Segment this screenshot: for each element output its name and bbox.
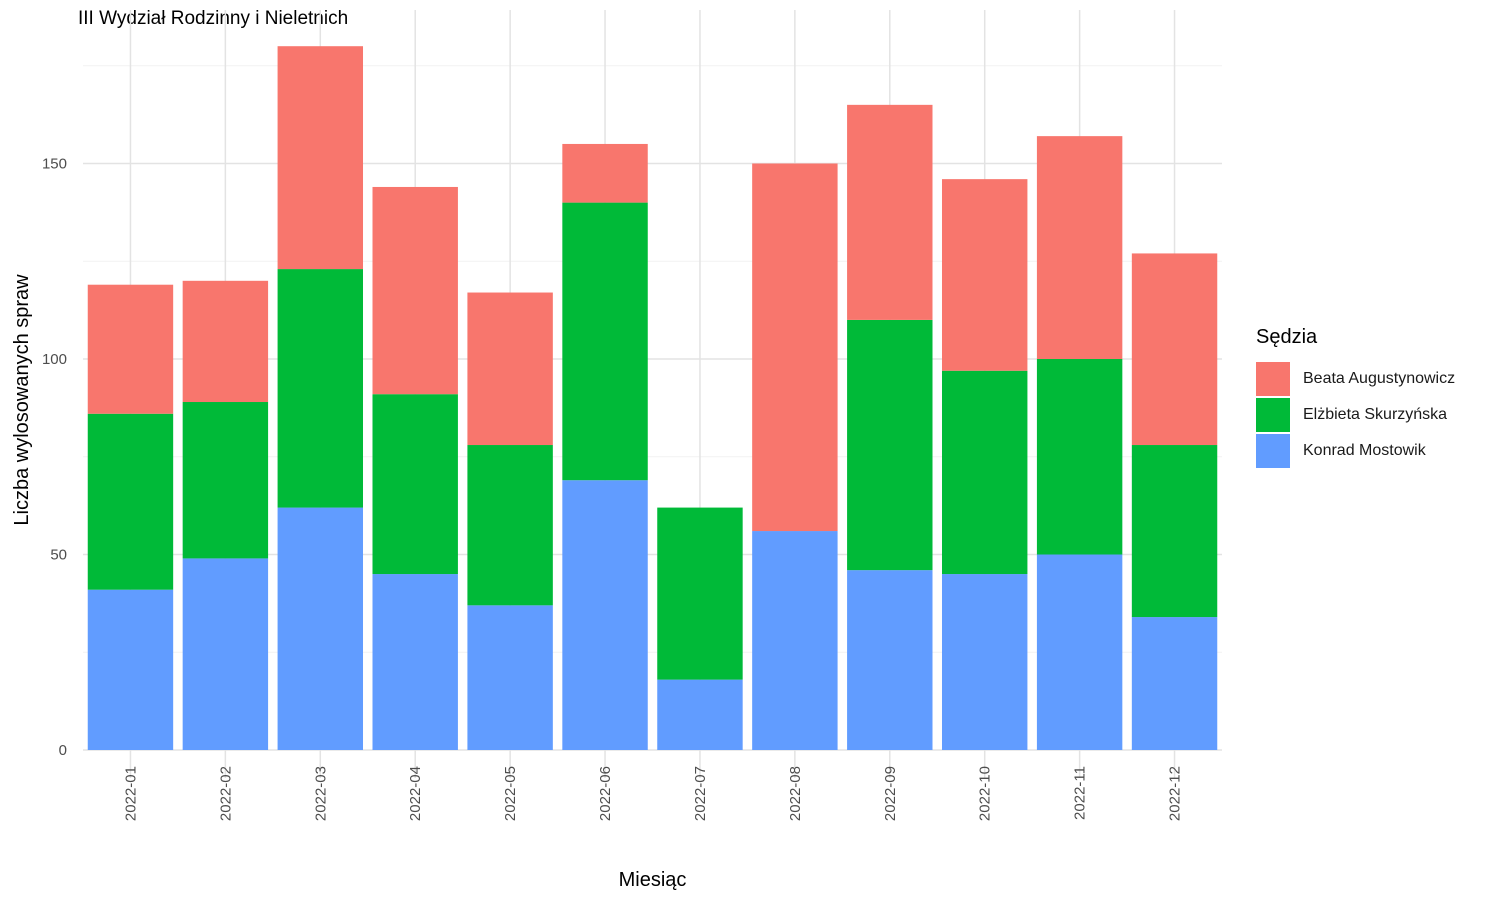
bar-segment xyxy=(182,402,269,559)
y-tick-label: 0 xyxy=(59,742,67,759)
y-tick-label: 100 xyxy=(42,351,67,368)
legend-item: Elżbieta Skurzyńska xyxy=(1256,397,1455,433)
bar-segment xyxy=(1131,253,1218,446)
legend-items: Beata Augustynowicz Elżbieta Skurzyńska Ko… xyxy=(1256,361,1455,469)
bar-segment xyxy=(1131,617,1218,750)
bar-segment xyxy=(941,574,1028,750)
legend: Sędzia Beata Augustynowicz Elżbieta Skurz… xyxy=(1256,326,1455,469)
bar-segment xyxy=(87,589,174,750)
x-axis-label: Miesiąc xyxy=(619,869,687,891)
bar-segment xyxy=(467,292,553,446)
chart-title: III Wydział Rodzinny i Nieletnich xyxy=(78,8,349,29)
legend-label: Beata Augustynowicz xyxy=(1303,370,1456,387)
x-tick-label: 2022-09 xyxy=(882,766,899,821)
legend-item: Beata Augustynowicz xyxy=(1256,361,1455,397)
bar-segment xyxy=(1036,359,1123,555)
bar-segment xyxy=(182,558,269,750)
bar-segment xyxy=(1036,554,1123,750)
y-axis-label: Liczba wylosowanych spraw xyxy=(11,274,33,526)
bar-segment xyxy=(752,531,838,750)
bar-segment xyxy=(752,163,838,532)
legend-swatch xyxy=(1256,398,1290,432)
bar-segment xyxy=(847,104,933,320)
x-tick-label: 2022-06 xyxy=(597,766,614,821)
bar-segment xyxy=(467,605,553,750)
x-tick-label: 2022-11 xyxy=(1072,766,1089,820)
x-tick-label: 2022-02 xyxy=(217,766,234,821)
bar-segment xyxy=(277,46,364,270)
bar-segment xyxy=(1036,136,1123,359)
bar-segment xyxy=(562,480,648,750)
y-tick-label: 50 xyxy=(50,547,67,564)
bar-segment xyxy=(277,507,364,750)
bar-segment xyxy=(372,574,458,750)
bar-segment xyxy=(847,319,933,571)
x-tick-label: 2022-12 xyxy=(1167,766,1184,821)
bar-segment xyxy=(182,280,269,403)
x-tick-label: 2022-05 xyxy=(502,766,519,821)
x-tick-label: 2022-03 xyxy=(312,766,329,821)
x-tick-label: 2022-10 xyxy=(977,766,994,821)
bar-segment xyxy=(562,202,648,481)
legend-swatch xyxy=(1256,434,1290,468)
legend-title: Sędzia xyxy=(1256,326,1318,348)
bar-segment xyxy=(87,284,174,414)
legend-label: Konrad Mostowik xyxy=(1303,442,1426,459)
bar-segment xyxy=(372,394,458,575)
x-tick-label: 2022-07 xyxy=(692,766,709,821)
bar-segment xyxy=(657,679,743,750)
bar-segment xyxy=(277,269,364,508)
legend-item: Konrad Mostowik xyxy=(1256,433,1455,469)
bar-segment xyxy=(941,179,1028,371)
legend-label: Elżbieta Skurzyńska xyxy=(1303,406,1448,423)
bar-segment xyxy=(1131,445,1218,618)
bar-segment xyxy=(467,445,553,606)
bar-segment xyxy=(941,370,1028,575)
legend-swatch xyxy=(1256,362,1290,396)
x-tick-label: 2022-01 xyxy=(122,766,139,821)
x-tick-label: 2022-08 xyxy=(787,766,804,821)
bar-segment xyxy=(87,413,174,590)
bar-segment xyxy=(562,143,648,203)
bar-segment xyxy=(657,507,743,680)
bar-segment xyxy=(847,570,933,750)
x-tick-label: 2022-04 xyxy=(407,766,424,821)
y-tick-label: 150 xyxy=(42,156,67,173)
bar-segment xyxy=(372,186,458,395)
